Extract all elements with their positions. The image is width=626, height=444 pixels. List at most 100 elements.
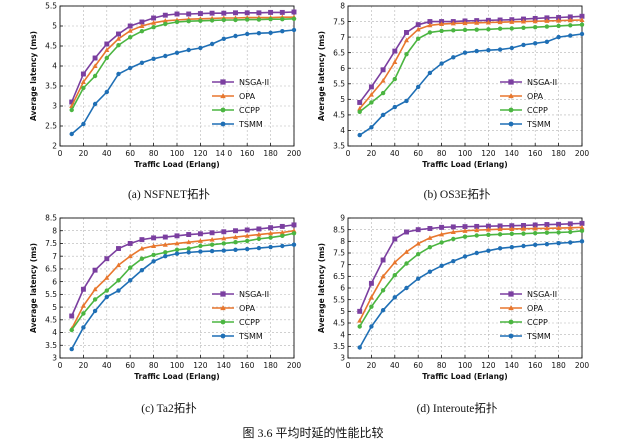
data-point-opa [556, 225, 562, 231]
chart-svg: 0 20 40 60 80 100 120 140 160 180 200 3 3.5 4 4.5 5 5.5 6… [29, 214, 301, 381]
data-point-nsga-ii [279, 223, 285, 229]
data-point-ccpp [568, 23, 573, 28]
series-line-opa [358, 226, 583, 322]
data-point-ccpp [416, 36, 421, 41]
data-point-tsmm [174, 50, 180, 55]
data-point-tsmm [439, 263, 444, 269]
data-point-nsga-ii [244, 10, 250, 16]
chart-svg: 0 20 40 60 80 100 120 140 160 180 200 3.5 4 4.5 5 5.5 6 6… [317, 2, 589, 169]
legend-label-opa: OPA [239, 304, 256, 313]
data-point-opa [485, 19, 491, 25]
data-point-opa [380, 78, 386, 83]
data-point-opa [357, 318, 363, 323]
x-axis-label: Traffic Load (Erlang) [422, 160, 507, 169]
data-point-ccpp [404, 52, 409, 57]
data-point-opa [92, 286, 98, 292]
data-point-nsga-ii [415, 22, 421, 28]
legend-marker-nsga-ii [220, 291, 226, 297]
y-axis-label: Average latency (ms) [317, 31, 326, 121]
data-point-ccpp [544, 24, 550, 29]
data-point-opa [579, 224, 585, 230]
data-point-tsmm [256, 31, 262, 36]
data-point-ccpp [174, 19, 180, 25]
data-point-ccpp [92, 297, 98, 302]
legend-marker-opa [508, 93, 514, 99]
data-point-nsga-ii [380, 257, 386, 263]
series-tsmm [357, 31, 585, 138]
data-point-nsga-ii [92, 267, 98, 273]
data-point-nsga-ii [92, 55, 98, 61]
data-point-opa [509, 226, 515, 231]
data-point-nsga-ii [186, 232, 192, 237]
x-tick-label: 80 [149, 361, 159, 370]
y-tick-label: 7 [340, 260, 345, 269]
data-point-opa [127, 253, 133, 259]
x-tick-label: 20 [79, 361, 89, 370]
legend: NSGA-II OPA CCPP TSMM [212, 78, 269, 129]
data-point-ccpp [81, 85, 86, 91]
data-point-tsmm [427, 269, 433, 274]
y-axis-label: Average latency (ms) [29, 31, 38, 121]
series-ccpp [69, 231, 297, 333]
data-point-ccpp [268, 235, 273, 240]
data-point-nsga-ii [256, 226, 262, 232]
data-point-tsmm [69, 346, 74, 352]
data-point-nsga-ii [116, 246, 121, 251]
data-point-ccpp [163, 21, 168, 27]
x-tick-label: 0 [346, 361, 351, 370]
data-point-ccpp [533, 230, 538, 236]
data-point-tsmm [474, 48, 479, 54]
y-tick-label: 3 [52, 354, 57, 363]
x-tick-label: 20 [367, 149, 377, 158]
x-tick-label: 80 [437, 361, 447, 370]
data-point-tsmm [380, 112, 386, 118]
data-point-tsmm [69, 131, 74, 137]
data-point-ccpp [392, 272, 397, 278]
series-ccpp [69, 16, 297, 113]
x-tick-label: 180 [263, 361, 278, 370]
legend-marker-tsmm [220, 121, 226, 127]
data-point-tsmm [280, 29, 285, 34]
data-point-nsga-ii [380, 67, 386, 73]
data-point-ccpp [128, 265, 133, 270]
y-tick-label: 2 [52, 142, 57, 151]
data-point-opa [485, 227, 491, 232]
data-point-ccpp [245, 238, 250, 244]
data-point-tsmm [81, 121, 86, 127]
data-point-opa [209, 236, 215, 242]
data-point-tsmm [357, 345, 362, 350]
legend-marker-tsmm [508, 333, 514, 339]
x-tick-label: 200 [575, 361, 590, 370]
x-tick-label: 100 [170, 149, 185, 158]
y-tick-label: 4 [52, 328, 57, 337]
data-point-opa [392, 259, 398, 265]
data-point-ccpp [174, 247, 180, 253]
data-point-tsmm [245, 31, 250, 37]
legend-label-opa: OPA [527, 92, 544, 101]
data-point-ccpp [533, 24, 538, 30]
data-point-nsga-ii [404, 229, 409, 235]
x-tick-label: 60 [125, 149, 135, 158]
data-point-tsmm [497, 47, 503, 52]
x-tick-label: 100 [170, 361, 185, 370]
data-point-ccpp [256, 236, 262, 242]
data-point-nsga-ii [80, 71, 86, 77]
data-point-opa [427, 235, 433, 240]
y-tick-label: 6.5 [333, 272, 345, 281]
y-tick-label: 6 [340, 64, 345, 73]
data-point-nsga-ii [291, 9, 297, 15]
y-tick-label: 5 [340, 95, 345, 104]
data-point-tsmm [474, 250, 479, 256]
data-point-ccpp [509, 26, 514, 31]
data-point-ccpp [392, 76, 397, 82]
data-point-opa [151, 20, 157, 25]
legend-marker-opa [220, 93, 226, 99]
y-tick-label: 6.5 [45, 265, 57, 274]
data-point-nsga-ii [104, 41, 110, 47]
data-point-tsmm [556, 241, 561, 246]
data-point-ccpp [544, 230, 550, 235]
data-point-opa [403, 249, 410, 254]
data-point-tsmm [509, 244, 514, 250]
data-point-nsga-ii [368, 84, 374, 90]
y-tick-label: 3.5 [333, 142, 345, 151]
